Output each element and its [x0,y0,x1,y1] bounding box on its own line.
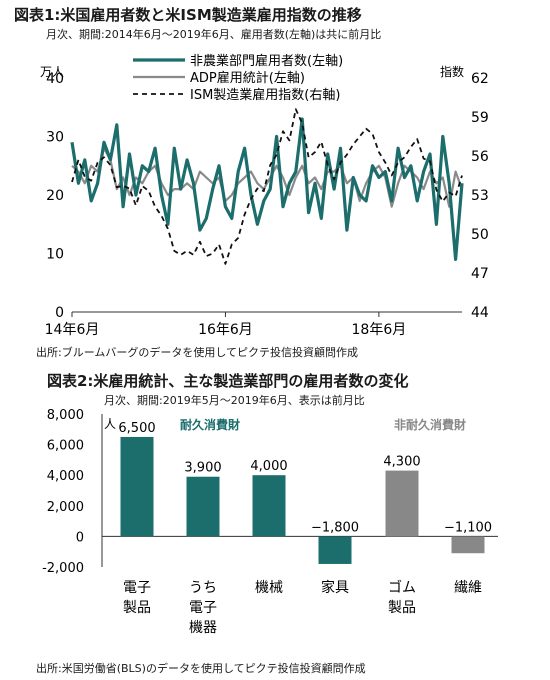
x-tick-label: 16年6月 [198,322,253,338]
bar-value-label-5: −1,100 [444,520,492,535]
chart2-source: 出所:米国労働省(BLS)のデータを使用してピクテ投信投資顧問作成 [36,662,366,675]
bar-value-label-3: −1,800 [311,520,359,535]
group-label-durable: 耐久消費財 [180,417,240,432]
y-tick-label: -2,000 [42,561,84,576]
chart2-unit: 人 [104,417,116,431]
series-payrolls-line [70,117,464,261]
category-label-4: ゴム製品 [388,579,416,616]
bar-value-label-0: 6,500 [118,421,155,436]
category-label-line: 家具 [321,579,349,596]
category-label-1: うち電子機器 [189,580,217,636]
category-label-line: 電子 [189,600,217,616]
category-label-line: ゴム [388,579,416,596]
category-label-line: 繊維 [454,580,482,596]
right-y-tick-label: 56 [471,149,489,165]
chart1-svg: 万人 指数 0 10 20 30 40 44 47 50 53 56 59 62 14年6月 16年6月 1… [40,53,489,338]
category-label-line: 製品 [123,600,151,616]
left-y-tick-label: 20 [46,188,64,204]
bar-1 [186,476,220,537]
bar-value-label-1: 3,900 [184,461,221,476]
series-ism-line [71,108,463,265]
category-label-0: 電子製品 [123,580,151,616]
bar-2 [252,475,286,537]
right-y-tick-label: 47 [471,266,489,282]
right-y-tick-label: 59 [471,110,489,126]
bar-5 [451,536,485,554]
x-tick-label: 14年6月 [45,322,100,338]
category-label-line: 製品 [388,600,416,616]
bar-0 [120,436,154,537]
chart2-title: 図表2:米雇用統計、主な製造業部門の雇用者数の変化 [47,372,409,390]
y-tick-label: 8,000 [47,408,84,423]
legend-label-1: ADP雇用統計(左軸) [190,70,305,86]
bar-3 [318,536,352,564]
category-label-3: 家具 [321,579,349,596]
left-axis-unit: 万人 [40,65,64,79]
chart1-subtitle: 月次、期間:2014年6月～2019年6月、雇用者数(左軸)は共に前月比 [46,28,382,41]
chart1-title: 図表1:米国雇用者数と米ISM製造業雇用指数の推移 [14,6,362,24]
left-y-tick-label: 30 [46,130,64,146]
y-tick-label: 0 [76,530,84,545]
bar-value-label-4: 4,300 [383,455,420,470]
right-y-tick-label: 44 [471,305,489,321]
right-axis-unit: 指数 [440,64,464,79]
series-adp-line [71,147,464,208]
left-y-tick-label: 10 [46,247,64,263]
category-label-5: 繊維 [454,580,482,596]
chart1-source: 出所:ブルームバーグのデータを使用してピクテ投信投資顧問作成 [36,346,359,359]
chart2-subtitle: 月次、期間:2019年5月～2019年6月、表示は前月比 [104,394,365,407]
y-tick-label: 2,000 [47,500,84,515]
legend-label-0: 非農業部門雇用者数(左軸) [190,53,343,69]
chart1-legend: 非農業部門雇用者数(左軸)ADP雇用統計(左軸)ISM製造業雇用指数(右軸) [133,53,343,103]
bar-value-label-2: 4,000 [250,459,287,474]
category-label-line: 機械 [255,580,283,596]
right-y-tick-label: 50 [471,227,489,243]
bar-4 [385,470,419,537]
group-label-nondurable: 非耐久消費財 [394,417,466,432]
x-tick-label: 18年6月 [352,322,407,338]
right-y-tick-label: 53 [471,188,489,204]
y-tick-label: 4,000 [47,469,84,484]
left-y-tick-label: 0 [55,305,64,321]
legend-label-2: ISM製造業雇用指数(右軸) [190,87,340,103]
category-label-line: うち [189,580,217,596]
right-y-tick-label: 62 [471,71,489,87]
left-y-tick-label: 40 [46,71,64,87]
category-label-line: 電子 [123,580,151,596]
y-tick-label: 6,000 [47,439,84,454]
category-label-2: 機械 [255,580,283,596]
category-label-line: 機器 [189,620,217,636]
